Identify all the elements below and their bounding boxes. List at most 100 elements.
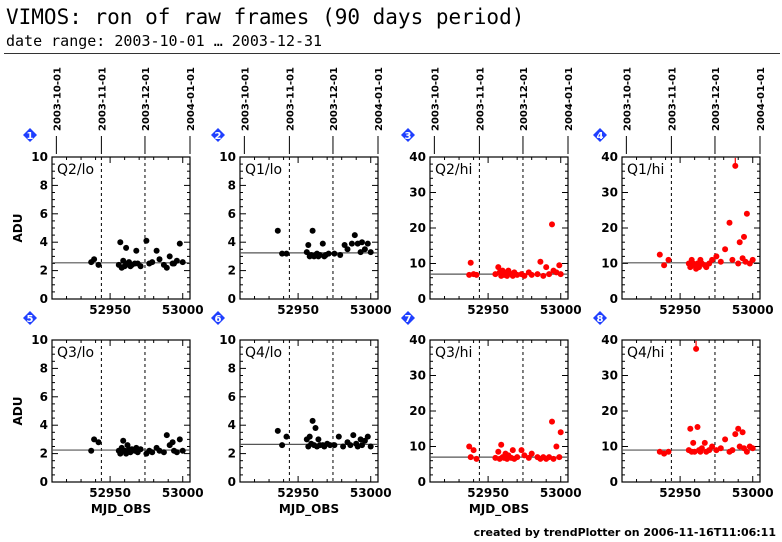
data-point	[749, 445, 756, 452]
y-tick-label: 4	[40, 418, 48, 432]
y-tick-label: 0	[40, 475, 48, 489]
y-tick-label: 20	[601, 221, 618, 235]
panel-6: 6 Q4/lo 0 2 4 6 8 10 52950 53000 MJD_OBS	[211, 311, 392, 517]
data-point	[351, 232, 358, 239]
date-tick-label: 2003-10-01	[52, 67, 63, 131]
x-tick-label: 52950	[89, 303, 131, 317]
date-tick-label: 2003-12-01	[141, 67, 152, 131]
data-point	[176, 436, 183, 443]
x-tick-label: 53000	[732, 303, 774, 317]
data-point	[729, 447, 736, 454]
data-point	[540, 272, 547, 279]
data-point	[143, 237, 150, 244]
y-tick-label: 30	[601, 369, 618, 383]
data-point	[327, 442, 334, 449]
y-tick-label: 4	[228, 418, 236, 432]
data-point	[357, 249, 364, 256]
data-point	[283, 433, 290, 440]
data-point	[690, 439, 697, 446]
data-point	[361, 437, 368, 444]
y-tick-label: 8	[228, 178, 236, 192]
data-point	[473, 271, 480, 278]
y-tick-label: 4	[228, 235, 236, 249]
data-point	[726, 219, 733, 226]
date-tick-label: 2004-01-01	[756, 67, 767, 131]
data-point	[736, 239, 743, 246]
panel-number: 1	[27, 131, 34, 142]
data-point	[137, 263, 144, 270]
y-tick-label: 40	[409, 150, 426, 164]
data-point	[470, 447, 477, 454]
panel-number-badge: 5	[23, 311, 37, 325]
data-point	[549, 221, 555, 228]
x-tick-label: 52950	[277, 303, 319, 317]
data-point	[173, 449, 180, 456]
y-tick-label: 0	[418, 292, 426, 306]
data-point	[537, 258, 544, 265]
data-point	[149, 449, 156, 456]
panel-7: 7 Q3/hi 0 10 20 30 40 52950 53000 MJD_OBS	[401, 311, 582, 517]
data-point	[556, 454, 563, 461]
data-point	[309, 227, 316, 234]
data-point	[473, 455, 480, 462]
footer-credit: created by trendPlotter on 2006-11-16T11…	[473, 526, 776, 539]
date-tick-label: 2003-12-01	[329, 67, 340, 131]
data-point	[359, 442, 365, 449]
panel-number-badge: 1	[23, 128, 37, 142]
panel-number: 2	[215, 131, 222, 142]
header-divider	[4, 53, 780, 54]
data-point	[521, 272, 528, 279]
panel-2: 2 Q1/lo 0 2 4 6 8 10 52950 53000 2003-10-01 2003-11…	[211, 67, 392, 317]
panel-label: Q4/lo	[245, 345, 282, 361]
panel-label: Q1/hi	[627, 162, 664, 178]
y-tick-label: 6	[228, 207, 236, 221]
y-tick-label: 8	[228, 361, 236, 375]
x-tick-label: 52950	[467, 303, 509, 317]
x-tick-label: 52950	[467, 486, 509, 500]
data-point	[694, 424, 701, 430]
y-tick-label: 10	[409, 257, 426, 271]
date-range-subtitle: date range: 2003-10-01 … 2003-12-31	[6, 32, 323, 50]
data-point	[735, 425, 742, 432]
y-tick-label: 0	[418, 475, 426, 489]
data-point	[331, 442, 338, 449]
panel-label: Q4/hi	[627, 345, 664, 361]
x-tick-label: 52950	[659, 303, 701, 317]
plot-frame	[51, 339, 191, 483]
data-point	[348, 240, 355, 247]
data-point	[344, 246, 351, 253]
x-axis-label: MJD_OBS	[91, 502, 151, 517]
data-point	[361, 246, 368, 253]
data-point	[133, 247, 140, 254]
data-point	[274, 227, 281, 234]
date-tick-label: 2003-11-01	[667, 67, 678, 131]
y-tick-label: 30	[601, 186, 618, 200]
panel-number: 3	[405, 131, 412, 142]
data-point	[91, 256, 98, 263]
panel-number: 8	[597, 314, 604, 325]
data-point	[347, 442, 354, 449]
x-tick-label: 53000	[162, 486, 204, 500]
data-point	[156, 256, 163, 263]
plot-frame	[239, 156, 379, 300]
data-point	[283, 250, 290, 257]
y-tick-label: 4	[40, 235, 48, 249]
data-point	[163, 264, 170, 271]
data-point	[466, 443, 473, 450]
data-point	[120, 257, 127, 264]
x-tick-label: 53000	[350, 486, 392, 500]
y-tick-label: 8	[40, 178, 48, 192]
panel-label: Q2/hi	[435, 162, 472, 178]
y-tick-label: 20	[409, 404, 426, 418]
panel-number-badge: 3	[401, 128, 415, 142]
panel-number-badge: 6	[211, 311, 225, 325]
data-point	[717, 445, 724, 452]
y-tick-label: 10	[601, 440, 618, 454]
data-point	[173, 257, 180, 264]
data-point	[709, 443, 716, 450]
data-point	[367, 249, 374, 256]
data-point	[514, 454, 521, 461]
y-axis-label: ADU	[11, 214, 25, 243]
panel-number: 4	[597, 131, 604, 142]
